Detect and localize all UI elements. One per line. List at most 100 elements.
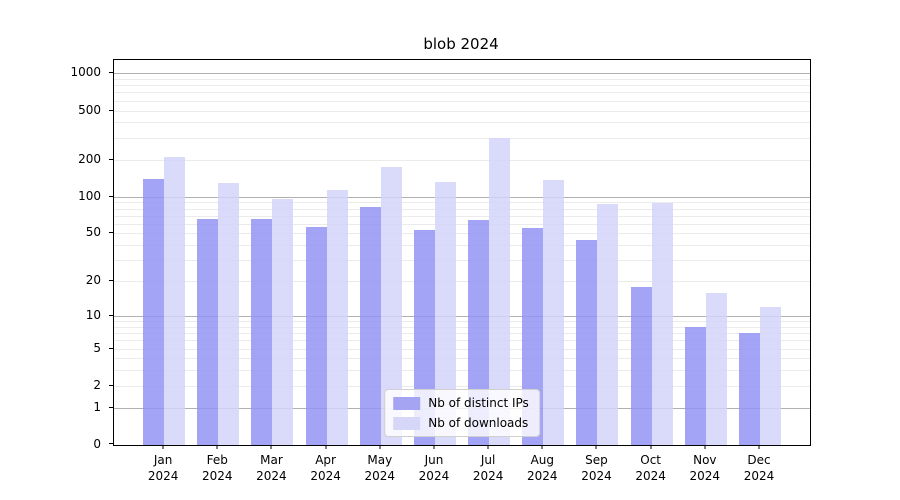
x-tick-mark bbox=[433, 445, 435, 449]
bar-group-aug bbox=[516, 60, 570, 445]
x-axis-cell-jun: Jun 2024 bbox=[407, 445, 461, 484]
y-tick-mark bbox=[109, 314, 113, 316]
y-axis-tick-marks bbox=[109, 59, 113, 444]
bar-distinct-ips bbox=[359, 206, 381, 445]
major-gridline bbox=[114, 315, 810, 317]
bar-distinct-ips bbox=[143, 178, 165, 445]
bar-distinct-ips bbox=[630, 286, 652, 445]
bar-downloads bbox=[543, 180, 565, 445]
minor-gridline bbox=[114, 326, 810, 328]
x-tick-mark bbox=[541, 445, 543, 449]
legend-label-distinct-ips: Nb of distinct IPs bbox=[428, 396, 529, 410]
x-tick-label: Feb 2024 bbox=[201, 453, 233, 483]
bar-downloads bbox=[164, 157, 186, 445]
y-tick-mark bbox=[109, 347, 113, 349]
y-tick-mark bbox=[109, 280, 113, 282]
bar-downloads bbox=[759, 307, 781, 445]
minor-gridline bbox=[114, 370, 810, 372]
major-gridline bbox=[114, 73, 810, 75]
legend-label-downloads: Nb of downloads bbox=[428, 416, 529, 430]
y-tick-mark bbox=[109, 109, 113, 111]
bar-distinct-ips bbox=[305, 226, 327, 445]
bar-group-may bbox=[354, 60, 408, 445]
x-tick-label: Jun 2024 bbox=[418, 453, 450, 483]
x-tick-mark bbox=[758, 445, 760, 449]
x-tick-label: Mar 2024 bbox=[256, 453, 287, 483]
bar-distinct-ips bbox=[197, 218, 219, 445]
bar-group-oct bbox=[625, 60, 679, 445]
y-tick-mark bbox=[109, 158, 113, 160]
x-axis-cell-aug: Aug 2024 bbox=[515, 445, 569, 484]
minor-gridline bbox=[114, 110, 810, 112]
bar-distinct-ips bbox=[251, 218, 273, 445]
x-tick-label: Sep 2024 bbox=[581, 453, 612, 483]
y-tick-mark bbox=[109, 384, 113, 386]
y-tick-mark bbox=[109, 232, 113, 234]
y-tick-mark bbox=[109, 195, 113, 197]
x-axis-cell-oct: Oct 2024 bbox=[624, 445, 678, 484]
minor-gridline bbox=[114, 137, 810, 139]
x-tick-mark bbox=[704, 445, 706, 449]
bar-group-feb bbox=[191, 60, 245, 445]
bar-downloads bbox=[380, 166, 402, 445]
y-tick-label: 1000 bbox=[70, 65, 101, 80]
bar-group-mar bbox=[245, 60, 299, 445]
x-tick-mark bbox=[650, 445, 652, 449]
x-tick-label: Apr 2024 bbox=[310, 453, 341, 483]
x-tick-label: Nov 2024 bbox=[689, 453, 721, 483]
bar-downloads bbox=[705, 292, 727, 445]
x-tick-mark bbox=[162, 445, 164, 449]
legend-swatch-downloads bbox=[393, 416, 421, 430]
minor-gridline bbox=[114, 122, 810, 124]
y-tick-label: 50 bbox=[85, 225, 101, 240]
legend: Nb of distinct IPs Nb of downloads bbox=[384, 389, 540, 437]
x-axis-cell-jul: Jul 2024 bbox=[461, 445, 515, 484]
minor-gridline bbox=[114, 85, 810, 87]
x-axis-cell-feb: Feb 2024 bbox=[190, 445, 244, 484]
x-axis-cell-nov: Nov 2024 bbox=[678, 445, 732, 484]
bar-group-nov bbox=[679, 60, 733, 445]
bar-distinct-ips bbox=[576, 240, 598, 445]
bar-downloads bbox=[434, 182, 456, 445]
y-tick-label: 100 bbox=[78, 188, 101, 203]
y-tick-mark bbox=[109, 72, 113, 74]
x-axis-cell-mar: Mar 2024 bbox=[244, 445, 298, 484]
minor-gridline bbox=[114, 202, 810, 204]
bar-group-sep bbox=[570, 60, 624, 445]
x-tick-mark bbox=[270, 445, 272, 449]
bar-downloads bbox=[218, 183, 240, 445]
minor-gridline bbox=[114, 260, 810, 262]
bar-downloads bbox=[597, 203, 619, 445]
y-tick-mark bbox=[109, 406, 113, 408]
y-axis-labels: 1000 500 200 100 50 20 10 5 2 1 0 bbox=[0, 59, 105, 451]
x-tick-label: Jan 2024 bbox=[147, 453, 179, 483]
y-tick-label: 500 bbox=[78, 102, 101, 117]
x-tick-label: Oct 2024 bbox=[635, 453, 666, 483]
bar-downloads bbox=[272, 199, 294, 445]
x-tick-mark bbox=[595, 445, 597, 449]
minor-gridline bbox=[114, 333, 810, 335]
x-axis: Jan 2024 Feb 2024 Mar 2024 Apr 2024 May 2024 Jun 20… bbox=[113, 445, 809, 484]
minor-gridline bbox=[114, 100, 810, 102]
bar-downloads bbox=[651, 202, 673, 445]
minor-gridline bbox=[114, 215, 810, 217]
bar-downloads bbox=[326, 189, 348, 445]
y-tick-label: 5 bbox=[93, 340, 101, 355]
y-tick-label: 0 bbox=[93, 437, 101, 451]
bar-downloads bbox=[489, 137, 511, 445]
minor-gridline bbox=[114, 281, 810, 283]
x-tick-mark bbox=[216, 445, 218, 449]
legend-item-distinct-ips: Nb of distinct IPs bbox=[393, 396, 529, 410]
minor-gridline bbox=[114, 348, 810, 350]
bars-layer bbox=[114, 60, 810, 445]
minor-gridline bbox=[114, 233, 810, 235]
minor-gridline bbox=[114, 78, 810, 80]
minor-gridline bbox=[114, 321, 810, 323]
major-gridline bbox=[114, 196, 810, 198]
y-tick-label: 1 bbox=[93, 399, 101, 414]
y-tick-label: 20 bbox=[85, 273, 101, 288]
bar-distinct-ips bbox=[468, 220, 490, 445]
x-axis-cell-dec: Dec 2024 bbox=[732, 445, 786, 484]
x-axis-cell-may: May 2024 bbox=[353, 445, 407, 484]
